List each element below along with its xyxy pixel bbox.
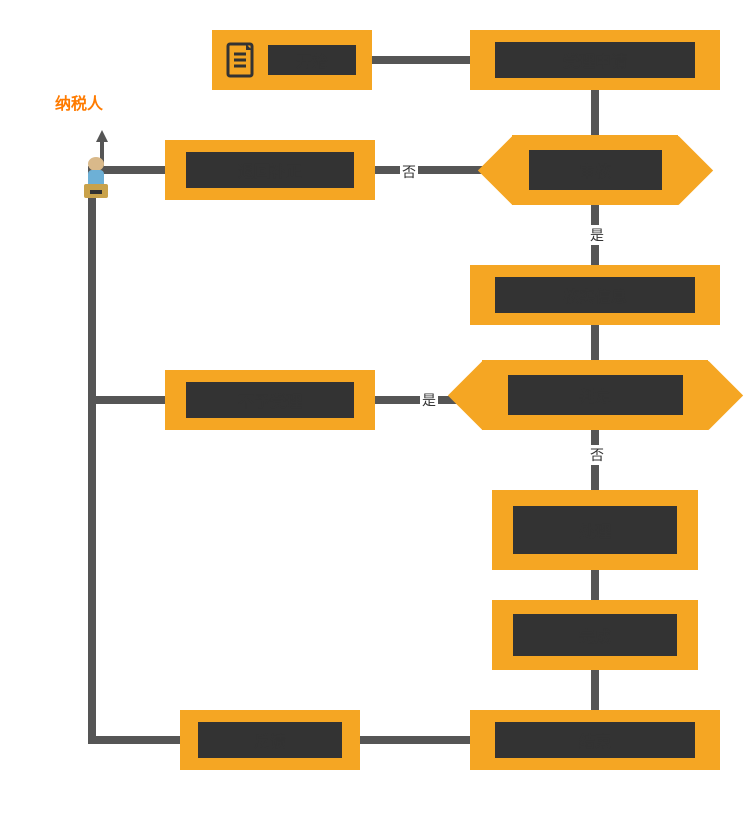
flow-node-label: 处理 [513, 506, 678, 554]
flow-node-n4: 完成 [492, 600, 698, 670]
edge-label-e_no: 否 [400, 162, 418, 182]
flow-node-label: 审核 [529, 150, 662, 189]
flow-node-label: 不予受理 [186, 382, 354, 418]
connector [591, 570, 599, 600]
connector [88, 736, 180, 744]
flow-node-l2: 不予受理 [165, 370, 375, 430]
flow-node-d2: 判定 [470, 360, 720, 430]
document-icon [224, 40, 260, 85]
edge-label-e_yes2: 是 [420, 390, 438, 410]
taxpayer-icon [76, 154, 116, 207]
connector [591, 670, 599, 710]
flow-node-label: 判定 [508, 375, 683, 414]
flow-node-label: 开始 [268, 45, 356, 75]
flow-node-end: 结束 [470, 710, 720, 770]
flow-node-n1: 受理申请 [470, 30, 720, 90]
connector [591, 325, 599, 360]
flow-node-label: 核实信息 [495, 277, 695, 313]
flow-node-start: 开始 [212, 30, 372, 90]
connector [360, 736, 470, 744]
arrow-up-icon [96, 130, 108, 142]
flow-node-d1: 审核 [500, 135, 690, 205]
connector [372, 56, 470, 64]
edge-label-e_no2: 否 [588, 445, 606, 465]
flow-node-lend: 反馈 [180, 710, 360, 770]
flow-node-label: 受理申请 [495, 42, 695, 78]
taxpayer-label: 纳税人 [55, 90, 103, 114]
flow-node-n2: 核实信息 [470, 265, 720, 325]
flow-node-label: 退回补正 [186, 152, 354, 188]
flow-node-l1: 退回补正 [165, 140, 375, 200]
flow-node-n3: 处理 [492, 490, 698, 570]
flow-node-label: 完成 [513, 614, 678, 656]
connector [591, 90, 599, 135]
flow-node-label: 反馈 [198, 722, 342, 758]
connector [88, 166, 96, 744]
connector [88, 396, 165, 404]
edge-label-e_yes: 是 [588, 225, 606, 245]
flow-node-label: 结束 [495, 722, 695, 758]
